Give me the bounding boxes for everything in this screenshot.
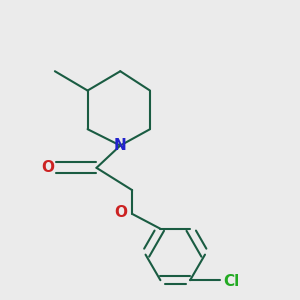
- Text: O: O: [41, 160, 54, 175]
- Text: N: N: [114, 138, 127, 153]
- Text: Cl: Cl: [223, 274, 239, 289]
- Text: O: O: [114, 205, 127, 220]
